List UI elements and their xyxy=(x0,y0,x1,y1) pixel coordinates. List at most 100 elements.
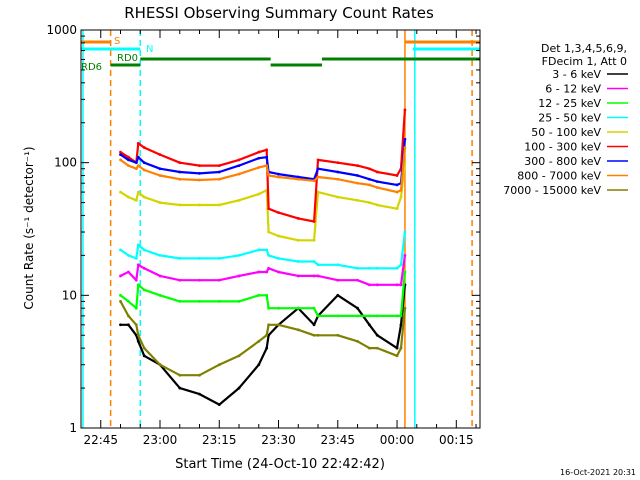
series-4-point-13 xyxy=(277,234,280,238)
series-5-point-7 xyxy=(198,164,201,168)
series-7-point-7 xyxy=(198,178,201,182)
series-4-point-21 xyxy=(395,207,399,211)
series-8-point-11 xyxy=(265,333,269,337)
series-3-point-2 xyxy=(134,256,138,260)
series-8-point-5 xyxy=(158,363,162,367)
series-7-point-10 xyxy=(257,166,261,169)
x-tick-label-2: 23:15 xyxy=(202,433,237,447)
x-tick-label-6: 00:15 xyxy=(439,433,474,447)
series-2-point-9 xyxy=(237,300,241,303)
series-6-point-4 xyxy=(142,161,146,165)
series-3-point-10 xyxy=(257,248,261,252)
series-5-point-1 xyxy=(127,155,130,159)
series-4-point-8 xyxy=(217,203,221,207)
series-6-point-2 xyxy=(134,161,138,165)
flag-s-label: S xyxy=(114,36,120,47)
series-7-point-4 xyxy=(142,168,146,172)
series-5-point-10 xyxy=(257,150,261,154)
series-2-point-20 xyxy=(375,314,379,318)
series-2-point-10 xyxy=(257,293,261,297)
series-3-point-0 xyxy=(119,248,122,252)
series-4-point-1 xyxy=(127,195,130,199)
series-0-point-15 xyxy=(312,323,316,327)
series-5-point-6 xyxy=(178,161,182,165)
series-2-point-21 xyxy=(395,314,399,318)
series-4-point-12 xyxy=(267,230,271,234)
series-5-point-13 xyxy=(277,211,280,215)
series-2-point-22 xyxy=(399,314,403,318)
series-4-point-20 xyxy=(375,203,379,207)
series-6-point-14 xyxy=(296,175,300,179)
series-4-point-22 xyxy=(399,195,403,199)
series-1-point-13 xyxy=(277,270,280,274)
series-4-point-17 xyxy=(336,195,340,199)
x-tick-label-1: 23:00 xyxy=(143,433,178,447)
series-8-point-4 xyxy=(142,346,146,350)
series-1-point-18 xyxy=(356,278,359,282)
series-4-point-18 xyxy=(356,198,359,202)
series-3-point-7 xyxy=(198,256,201,260)
series-5-point-23 xyxy=(403,108,407,112)
x-axis-label: Start Time (24-Oct-10 22:42:42) xyxy=(175,457,385,472)
series-1-point-9 xyxy=(237,274,241,278)
series-7-point-6 xyxy=(178,177,182,181)
series-8-point-20 xyxy=(375,346,379,350)
series-6-point-8 xyxy=(217,170,221,174)
legend-label-7: 800 - 7000 keV xyxy=(517,170,601,183)
series-6-point-23 xyxy=(403,137,407,141)
series-3-point-1 xyxy=(127,253,130,257)
series-7-point-11 xyxy=(265,164,269,168)
series-5-point-16 xyxy=(316,158,320,162)
series-0-point-0 xyxy=(119,323,122,327)
series-3-point-16 xyxy=(316,263,320,267)
series-8-point-21 xyxy=(395,354,399,358)
series-6-point-6 xyxy=(178,170,182,174)
series-2-point-23 xyxy=(403,270,407,274)
series-4-point-14 xyxy=(296,238,300,242)
legend-label-2: 12 - 25 keV xyxy=(538,97,601,110)
y-tick-label-1: 10 xyxy=(62,288,77,302)
series-6-point-16 xyxy=(316,167,320,171)
series-5-point-17 xyxy=(336,161,340,165)
series-3-point-18 xyxy=(356,266,359,270)
series-7-point-13 xyxy=(277,175,280,179)
legend-label-0: 3 - 6 keV xyxy=(552,68,601,81)
series-2-point-14 xyxy=(296,306,300,310)
series-8-point-18 xyxy=(356,339,359,343)
flag-rd0-label: RD0 xyxy=(117,53,138,64)
series-6-point-10 xyxy=(257,156,261,160)
series-8-point-15 xyxy=(312,333,316,337)
legend-label-3: 25 - 50 keV xyxy=(538,112,601,125)
series-1-point-14 xyxy=(296,274,300,278)
series-7-point-15 xyxy=(312,179,316,183)
series-0-point-3 xyxy=(136,339,140,343)
series-6-point-1 xyxy=(127,158,130,162)
series-3-point-12 xyxy=(267,253,271,257)
series-8-point-0 xyxy=(119,300,122,303)
series-2-point-6 xyxy=(178,300,182,303)
series-3-point-3 xyxy=(136,243,140,247)
series-4-point-5 xyxy=(158,201,162,205)
series-2-point-0 xyxy=(119,293,122,297)
series-1-point-5 xyxy=(158,274,162,278)
series-3-point-13 xyxy=(277,256,280,260)
series-7-point-5 xyxy=(158,174,162,177)
series-3-point-20 xyxy=(375,266,379,270)
series-1-point-20 xyxy=(375,283,379,287)
series-5-point-3 xyxy=(136,141,140,145)
x-tick-label-0: 22:45 xyxy=(83,433,118,447)
legend-label-4: 50 - 100 keV xyxy=(531,126,601,139)
series-5-point-12 xyxy=(267,207,271,211)
series-8-point-8 xyxy=(217,363,221,367)
y-tick-label-0: 1 xyxy=(69,421,77,435)
series-5-point-11 xyxy=(265,148,269,152)
series-7-point-1 xyxy=(127,164,130,168)
series-7-point-8 xyxy=(217,177,221,181)
series-0-point-18 xyxy=(356,306,359,310)
series-3-point-5 xyxy=(158,253,162,257)
series-1-point-16 xyxy=(316,274,320,278)
series-0-point-6 xyxy=(178,386,182,390)
series-0-point-8 xyxy=(217,403,221,407)
series-7-point-3 xyxy=(136,164,140,168)
series-4-point-2 xyxy=(134,198,138,202)
